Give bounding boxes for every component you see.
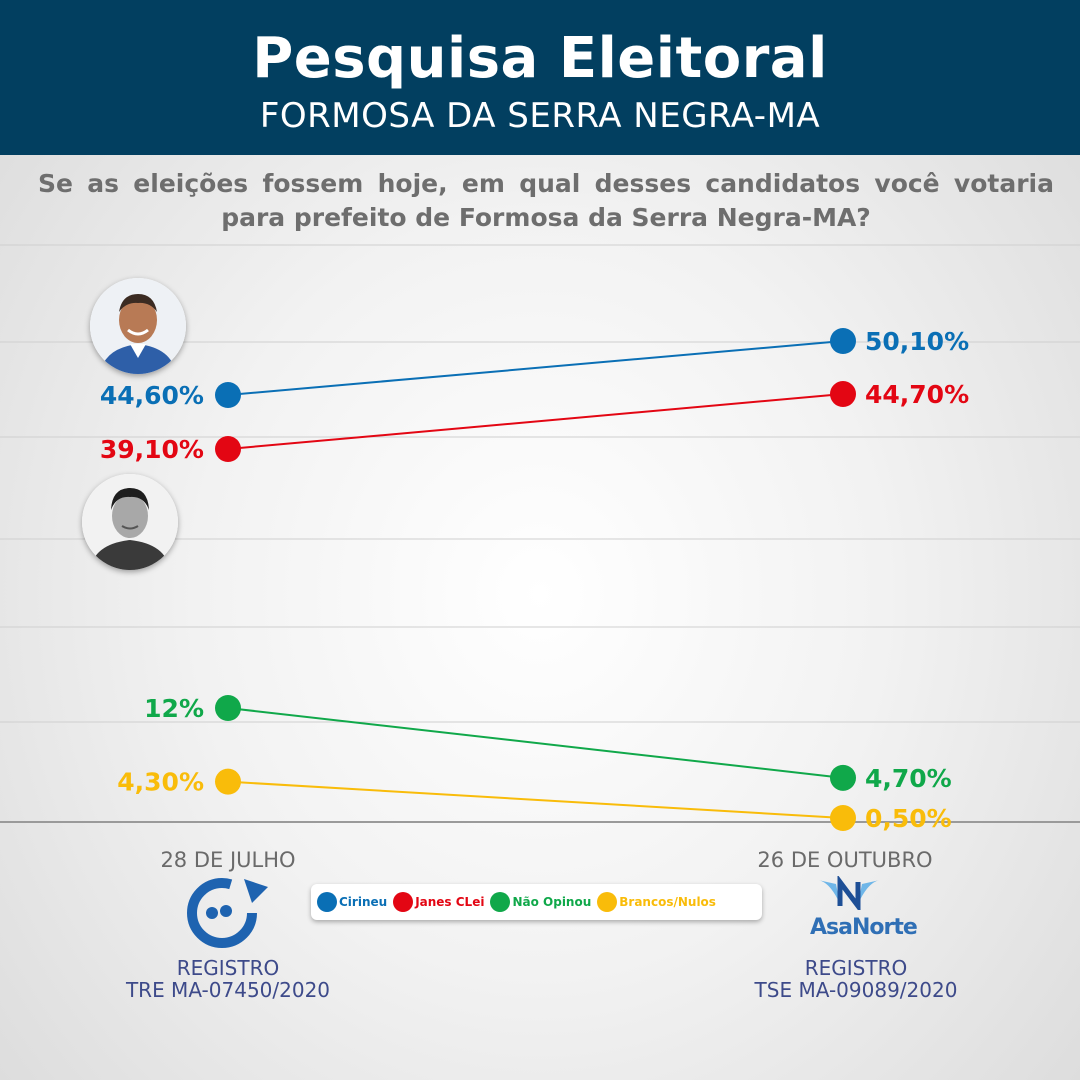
data-point: [215, 382, 241, 408]
left-registry-line1: REGISTRO: [176, 956, 280, 980]
data-point: [830, 764, 856, 791]
legend-label: Cirineu: [339, 895, 388, 909]
data-point: [830, 805, 856, 831]
survey-question: Se as eleições fossem hoje, em qual dess…: [38, 169, 1054, 232]
right-registry: REGISTRO TSE MA-09089/2020: [728, 957, 984, 1001]
data-point: [215, 768, 241, 795]
legend-item-nao-opinou: Não Opinou: [490, 892, 591, 912]
series-line: [227, 393, 844, 450]
legend-item-janes: Janes CLei: [393, 892, 484, 912]
legend-swatch: [393, 892, 414, 912]
right-registry-line2: TSE MA-09089/2020: [754, 978, 958, 1002]
data-label: 4,30%: [117, 768, 204, 797]
page-title: Pesquisa Eleitoral: [252, 26, 828, 91]
left-registry-line2: TRE MA-07450/2020: [125, 978, 331, 1002]
data-point: [215, 436, 241, 462]
left-date-label: 28 DE JULHO: [160, 848, 296, 872]
legend-swatch: [597, 892, 618, 912]
legend-swatch: [490, 892, 511, 912]
left-institute-logo-icon: [182, 873, 274, 951]
data-point: [830, 328, 856, 354]
series-line: [227, 340, 844, 396]
candidate-photo-cirineu: [90, 278, 186, 374]
legend-label: Janes CLei: [415, 895, 485, 909]
series-line: [227, 707, 844, 779]
data-label: 50,10%: [865, 327, 969, 356]
header-banner: Pesquisa Eleitoral FORMOSA DA SERRA NEGR…: [0, 0, 1080, 155]
page-subtitle: FORMOSA DA SERRA NEGRA-MA: [259, 96, 821, 136]
data-label: 44,70%: [865, 380, 969, 409]
left-registry: REGISTRO TRE MA-07450/2020: [100, 957, 356, 1001]
data-label: 39,10%: [100, 435, 204, 464]
data-label: 0,50%: [865, 804, 952, 833]
data-point: [215, 695, 241, 721]
chart-legend: Cirineu Janes CLei Não Opinou Brancos/Nu…: [311, 884, 762, 920]
data-label: 12%: [144, 694, 204, 723]
legend-label: Não Opinou: [512, 895, 592, 909]
data-point: [830, 381, 856, 408]
legend-item-cirineu: Cirineu: [317, 892, 387, 912]
series-line: [227, 780, 844, 819]
legend-swatch: [317, 892, 337, 912]
legend-item-brancos-nulos: Brancos/Nulos: [597, 892, 716, 912]
data-label: 44,60%: [100, 381, 204, 410]
right-date-label: 26 DE OUTUBRO: [757, 848, 933, 872]
right-registry-line1: REGISTRO: [804, 956, 908, 980]
asanorte-logo-text: AsaNorte: [810, 915, 918, 940]
legend-label: Brancos/Nulos: [619, 895, 716, 909]
data-label: 4,70%: [865, 764, 952, 793]
asanorte-logo-icon: [816, 874, 882, 914]
candidate-photo-janes: [82, 474, 178, 570]
